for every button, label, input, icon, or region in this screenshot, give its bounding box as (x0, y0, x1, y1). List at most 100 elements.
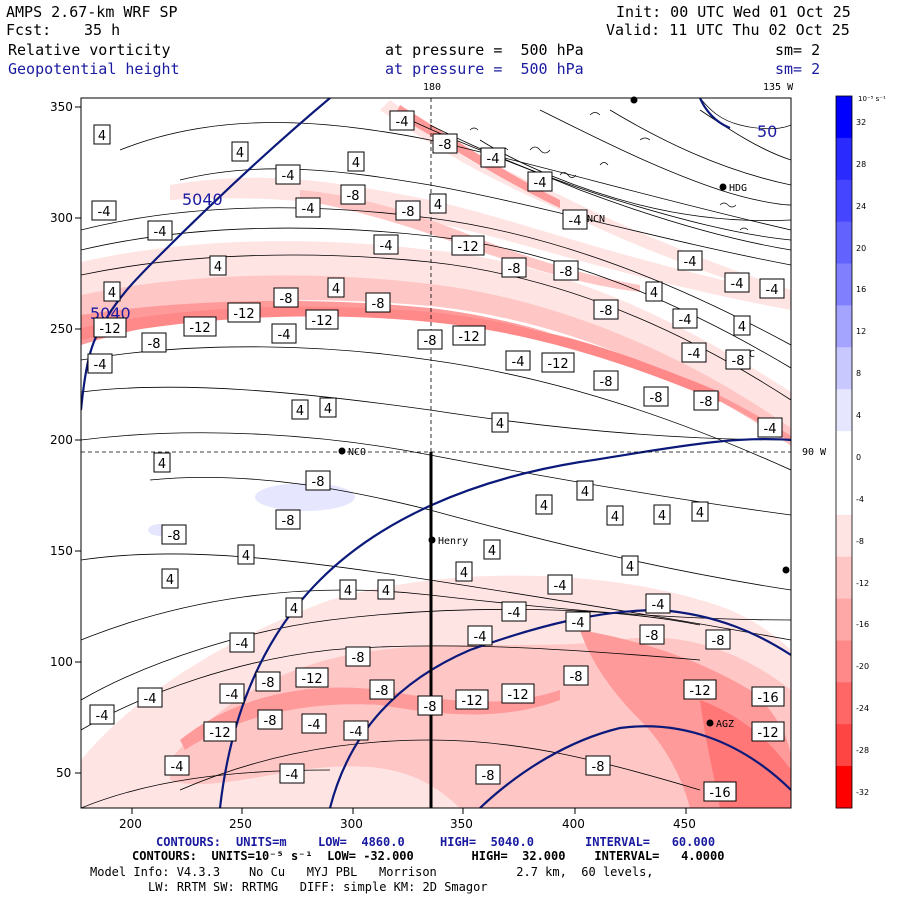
vorticity-label: -4 (396, 115, 409, 130)
vorticity-label-box (563, 665, 589, 686)
vorticity-label: -8 (646, 629, 659, 644)
colorbar-swatch (836, 556, 852, 600)
vorticity-label-box (553, 260, 579, 281)
vorticity-label: 4 (158, 457, 166, 472)
vorticity-label-box (751, 686, 785, 707)
vorticity-label: -8 (600, 375, 613, 390)
vorticity-label-box (501, 257, 527, 278)
vorticity-label-box (237, 544, 255, 565)
vorticity-label: -4 (731, 277, 744, 292)
vorticity-label-box (377, 579, 395, 600)
coastline (469, 98, 791, 231)
plot-frame (80, 97, 792, 809)
lon-180-label: 180 (423, 82, 442, 93)
height-contour-5040-west (81, 98, 331, 411)
vorticity-label: 4 (324, 402, 332, 417)
vorticity-label: -12 (461, 694, 482, 709)
vorticity-label: -4 (226, 688, 239, 703)
field2-name: Geopotential height (8, 60, 180, 78)
vorticity-label-box (141, 332, 167, 353)
vorticity-label: -8 (712, 634, 725, 649)
vorticity-label: -8 (372, 297, 385, 312)
vorticity-label-box (91, 200, 117, 221)
vorticity-label: -8 (148, 337, 161, 352)
vorticity-label-box (757, 417, 783, 438)
station-label: NCO (348, 447, 366, 458)
vorticity-label: -8 (439, 138, 452, 153)
station-hdg-marker (719, 183, 727, 191)
vorticity-label-box (295, 197, 321, 218)
vorticity-label-box (501, 601, 527, 622)
vorticity-label-box (759, 278, 785, 299)
vorticity-label-box (255, 671, 281, 692)
footer-vorticity: CONTOURS: UNITS=10⁻⁵ s⁻¹ LOW= -32.000 HI… (132, 849, 725, 863)
colorbar-swatch (836, 263, 852, 306)
colorbar-swatch (836, 221, 852, 264)
vorticity-label-box (89, 704, 115, 725)
height-contours (81, 98, 791, 808)
vorticity-label: 4 (236, 146, 244, 161)
colorbar-tick-label: -4 (856, 495, 864, 504)
vorticity-label: -8 (482, 769, 495, 784)
vorticity-label-box (593, 370, 619, 391)
vorticity-label: 4 (352, 156, 360, 171)
vorticity-label-box (389, 110, 415, 131)
colorbar-swatch (836, 598, 852, 641)
colorbar-tick-label: -12 (856, 579, 870, 588)
vorticity-label: -4 (302, 202, 315, 217)
colorbar-swatch (836, 766, 852, 809)
y-tick-label: 300 (50, 211, 73, 225)
reference-lines (81, 98, 791, 453)
vorticity-label: 4 (658, 509, 666, 524)
vorticity-label: -8 (402, 205, 415, 220)
vorticity-label-box (455, 561, 473, 582)
height-contour-4860 (479, 725, 791, 808)
vorticity-label-box (593, 299, 619, 320)
colorbar-frame (835, 95, 853, 809)
vorticity-label: 4 (332, 282, 340, 297)
colorbar-tick-label: 28 (856, 160, 867, 169)
vorticity-label-box (681, 342, 707, 363)
vorticity-label: -4 (534, 176, 547, 191)
vorticity-label: -4 (764, 422, 777, 437)
vorticity-label-box (257, 709, 283, 730)
colorbar-tick-label: -28 (856, 746, 870, 755)
colorbar-tick-label: -24 (856, 704, 870, 713)
vorticity-label-box (153, 452, 171, 473)
vorticity-label-box (87, 353, 113, 374)
footer-height-high: HIGH= 5040.0 (440, 835, 534, 849)
x-tick-label: 350 (450, 817, 473, 831)
vorticity-label: -4 (554, 579, 567, 594)
vorticity-label-box (693, 390, 719, 411)
colorbar-swatch (836, 179, 852, 223)
vorticity-label-box (291, 399, 309, 420)
colorbar-tick-label: -8 (856, 537, 864, 546)
colorbar-swatch (836, 640, 852, 683)
colorbar-swatch (836, 682, 852, 725)
station-henry-marker (428, 536, 436, 544)
vorticity-label-box (639, 624, 665, 645)
colorbar-tick-label: -16 (856, 620, 870, 629)
vorticity-label-box (672, 308, 698, 329)
vorticity-label: 4 (496, 417, 504, 432)
footer-physics: LW: RRTM SW: RRTMG DIFF: simple KM: 2D S… (148, 880, 488, 894)
vorticity-label-box (691, 501, 709, 522)
vorticity-label-box (395, 200, 421, 221)
colorbar-tick-label: 8 (856, 369, 862, 378)
station-east-marker (782, 566, 790, 574)
vorticity-label: -4 (308, 718, 321, 733)
vorticity-label: -12 (189, 321, 210, 336)
height-contour-4980 (218, 437, 791, 808)
vorticity-label: 4 (98, 129, 106, 144)
vorticity-label-box (327, 277, 345, 298)
colorbar-tick-label: 0 (856, 453, 862, 462)
vorticity-label: -8 (560, 265, 573, 280)
vorticity-label-box (161, 524, 187, 545)
vorticity-label: 4 (488, 544, 496, 559)
vorticity-label: 4 (290, 602, 298, 617)
field2-smoothing: sm= 2 (775, 60, 821, 78)
colorbar-tick-label: 24 (856, 202, 867, 211)
footer-height-low: LOW= 4860.0 (318, 835, 405, 849)
vorticity-label-box (417, 695, 443, 716)
y-tick-label: 200 (50, 433, 73, 447)
